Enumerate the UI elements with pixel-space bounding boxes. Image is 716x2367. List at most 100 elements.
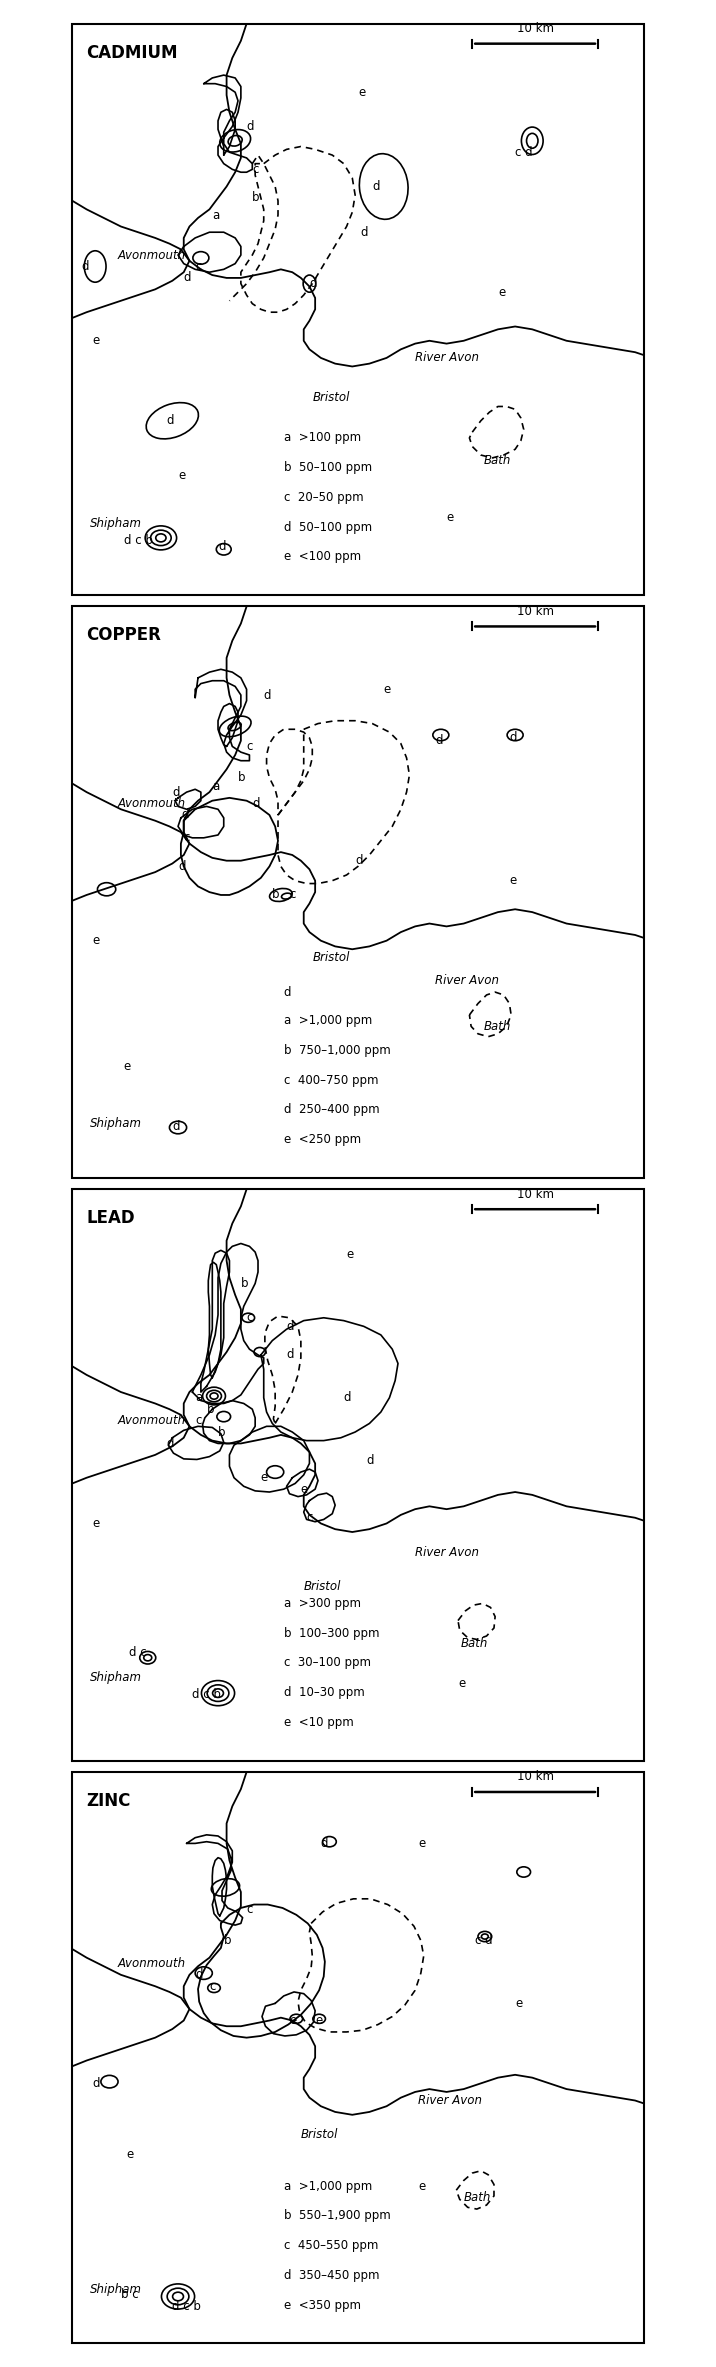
Text: e: e (261, 1472, 268, 1484)
Text: c: c (195, 1413, 201, 1427)
Text: d: d (435, 734, 442, 748)
Text: e: e (418, 1837, 425, 1851)
Text: River Avon: River Avon (418, 2095, 482, 2107)
Text: d: d (344, 1392, 352, 1404)
Text: c: c (306, 1510, 313, 1524)
Text: e  <100 ppm: e <100 ppm (284, 549, 361, 563)
Text: a: a (213, 779, 220, 793)
Text: d  250–400 ppm: d 250–400 ppm (284, 1103, 379, 1117)
Text: c: c (195, 260, 201, 272)
Text: d: d (361, 225, 368, 239)
Text: a: a (195, 1392, 203, 1404)
Text: b: b (241, 1276, 248, 1290)
Text: b: b (238, 772, 246, 783)
Text: d: d (284, 985, 291, 999)
Text: d: d (167, 1437, 174, 1451)
Text: c: c (184, 831, 190, 845)
Text: a  >100 ppm: a >100 ppm (284, 431, 361, 445)
Text: 10 km: 10 km (517, 21, 553, 36)
Text: d  350–450 ppm: d 350–450 ppm (284, 2270, 379, 2282)
Text: b: b (223, 1934, 231, 1948)
Text: d: d (181, 810, 188, 821)
Text: Bath: Bath (461, 1638, 488, 1650)
Text: Shipham: Shipham (90, 2282, 142, 2296)
Text: d: d (252, 798, 260, 810)
Text: Avonmouth: Avonmouth (118, 1958, 186, 1969)
Text: d: d (309, 277, 317, 291)
Text: d: d (173, 1120, 180, 1134)
Text: d: d (263, 689, 271, 701)
Text: b: b (218, 1425, 226, 1439)
Text: b: b (207, 1404, 214, 1415)
Text: e: e (458, 1676, 465, 1690)
Text: e: e (289, 2014, 296, 2026)
Text: b c: b c (121, 2289, 138, 2301)
Text: e: e (301, 1482, 308, 1496)
Text: d c b: d c b (124, 535, 153, 547)
Text: Bath: Bath (484, 1020, 511, 1032)
Text: c  30–100 ppm: c 30–100 ppm (284, 1657, 371, 1669)
Text: Avonmouth: Avonmouth (118, 1413, 186, 1427)
Text: b  50–100 ppm: b 50–100 ppm (284, 462, 372, 473)
Text: e: e (92, 334, 100, 348)
Text: d: d (509, 731, 517, 743)
Text: e: e (92, 1517, 100, 1529)
Text: LEAD: LEAD (87, 1210, 135, 1226)
Text: ZINC: ZINC (87, 1792, 131, 1811)
Text: d c b: d c b (193, 1688, 221, 1702)
Text: e: e (515, 1998, 523, 2010)
Text: Bristol: Bristol (312, 391, 349, 405)
Text: d: d (178, 859, 185, 873)
Text: d: d (286, 1321, 294, 1333)
Text: e: e (315, 2014, 322, 2026)
Text: e: e (347, 1247, 354, 1262)
Text: Bristol: Bristol (301, 2128, 338, 2142)
Text: d c b: d c b (173, 2301, 201, 2313)
Text: c  20–50 ppm: c 20–50 ppm (284, 490, 363, 504)
Text: c  450–550 ppm: c 450–550 ppm (284, 2239, 378, 2251)
Text: e: e (498, 286, 505, 298)
Text: d: d (218, 540, 226, 554)
Text: d: d (286, 1349, 294, 1361)
Text: 10 km: 10 km (517, 1188, 553, 1200)
Text: d: d (173, 786, 180, 798)
Text: Bristol: Bristol (304, 1579, 341, 1593)
Text: d: d (367, 1453, 374, 1468)
Text: CADMIUM: CADMIUM (87, 43, 178, 62)
Text: d: d (321, 1837, 329, 1851)
Text: Bath: Bath (484, 454, 511, 466)
Text: Shipham: Shipham (90, 1671, 142, 1685)
Text: c: c (246, 741, 253, 753)
Text: d: d (92, 2076, 100, 2090)
Text: e  <350 ppm: e <350 ppm (284, 2298, 361, 2313)
Text: 10 km: 10 km (517, 606, 553, 618)
Text: e: e (384, 682, 391, 696)
Text: d: d (81, 260, 88, 272)
Text: e: e (124, 1060, 131, 1072)
Text: c: c (210, 1979, 216, 1993)
Text: Avonmouth: Avonmouth (118, 249, 186, 263)
Text: River Avon: River Avon (415, 350, 479, 365)
Text: d c: d c (130, 1645, 147, 1659)
Text: c: c (246, 1311, 253, 1323)
Text: b  100–300 ppm: b 100–300 ppm (284, 1626, 379, 1640)
Text: River Avon: River Avon (435, 975, 499, 987)
Text: Bristol: Bristol (312, 952, 349, 963)
Text: d: d (355, 854, 362, 866)
Text: e: e (92, 935, 100, 947)
Text: e  <10 ppm: e <10 ppm (284, 1716, 354, 1728)
Text: e: e (509, 873, 517, 888)
Text: d  50–100 ppm: d 50–100 ppm (284, 521, 372, 533)
Text: d: d (372, 180, 379, 194)
Text: a  >1,000 ppm: a >1,000 ppm (284, 1013, 372, 1027)
Text: b: b (252, 192, 260, 204)
Text: Shipham: Shipham (90, 516, 142, 530)
Text: b: b (272, 888, 280, 902)
Text: e: e (418, 2180, 425, 2192)
Text: COPPER: COPPER (87, 627, 162, 644)
Text: d: d (184, 272, 191, 284)
Text: c d: c d (475, 1934, 493, 1948)
Text: c: c (246, 1903, 253, 1915)
Text: d: d (195, 1969, 203, 1981)
Text: 10 km: 10 km (517, 1771, 553, 1782)
